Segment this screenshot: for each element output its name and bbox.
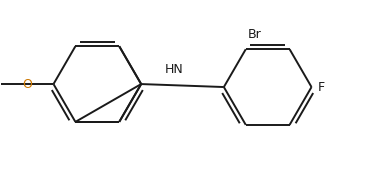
Text: HN: HN bbox=[165, 63, 184, 76]
Text: Br: Br bbox=[248, 28, 262, 41]
Text: F: F bbox=[317, 81, 324, 93]
Text: O: O bbox=[23, 78, 33, 91]
